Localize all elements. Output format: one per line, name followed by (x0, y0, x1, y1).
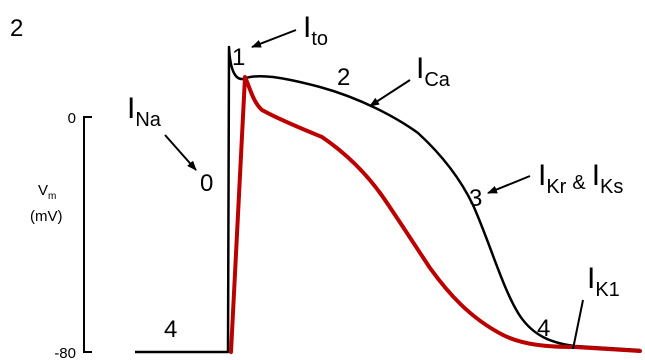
phase-0-label: 0 (200, 170, 213, 197)
current-kr-ks-label: IKr & IKs (538, 159, 623, 198)
current-ca-arrow (370, 80, 410, 106)
current-kr-ks-arrow (488, 176, 530, 193)
phase-1-label: 1 (232, 44, 245, 71)
phase-4-right-label: 4 (537, 315, 550, 342)
voltage-scale-bar (84, 117, 92, 352)
red-action-potential-trace (231, 77, 640, 352)
phase-4-left-label: 4 (164, 316, 177, 343)
y-axis-label-v: V (38, 182, 48, 199)
phase-3-label: 3 (469, 185, 482, 212)
tick-label-minus-80: -80 (54, 345, 76, 360)
current-na-label: INa (127, 92, 162, 131)
tick-label-zero: 0 (68, 110, 76, 127)
current-k1-label: IK1 (587, 262, 620, 301)
current-k1-pointer (573, 300, 583, 349)
current-ca-label: ICa (416, 52, 451, 91)
current-to-arrow (252, 30, 296, 47)
y-axis-label-sub: m (48, 191, 56, 202)
current-to-label: Ito (303, 11, 328, 50)
panel-label: 2 (10, 15, 23, 42)
current-na-arrow (165, 135, 196, 170)
black-action-potential-trace (135, 47, 640, 352)
y-axis-label: Vm (38, 182, 56, 202)
y-axis-label-units: (mV) (30, 208, 63, 225)
phase-2-label: 2 (337, 64, 350, 91)
